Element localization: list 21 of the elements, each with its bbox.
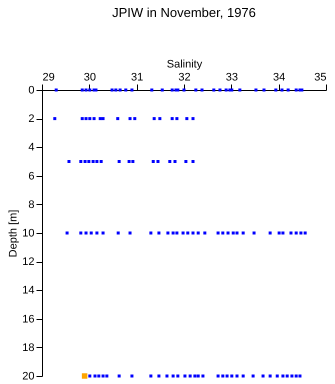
y-tick-label: 8 <box>28 198 34 211</box>
y-tick-label: 4 <box>28 142 34 154</box>
y-tick-label: 12 <box>22 256 34 268</box>
x-tick-label: 32 <box>178 72 191 84</box>
y-tick-label: 2 <box>28 113 34 126</box>
y-tick-label: 18 <box>22 342 34 354</box>
chart-title: JPIW in November, 1976 <box>112 5 256 20</box>
x-tick-label: 33 <box>226 72 238 84</box>
x-tick-label: 34 <box>273 72 286 84</box>
y-tick-label: 10 <box>22 228 34 240</box>
y-axis-title: Depth [m] <box>7 210 20 258</box>
y-tick-label: 14 <box>22 284 34 297</box>
x-tick-label: 31 <box>131 72 144 84</box>
y-tick-label: 0 <box>28 84 34 96</box>
x-axis-title: Salinity <box>166 58 203 70</box>
y-tick-label: 6 <box>28 170 34 182</box>
y-tick-label: 20 <box>22 370 34 382</box>
x-tick-label: 30 <box>84 72 96 84</box>
x-tick-label: 35 <box>314 72 326 84</box>
y-tick-label: 16 <box>22 313 34 326</box>
x-tick-label: 29 <box>42 72 55 84</box>
